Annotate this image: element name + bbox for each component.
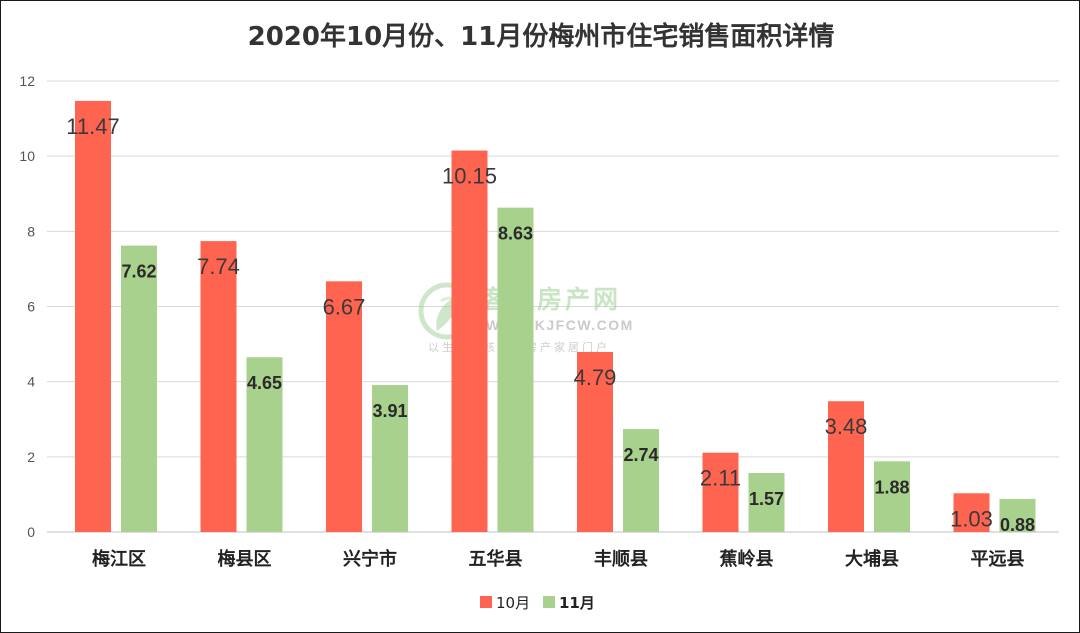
x-tick-label: 大埔县 <box>845 548 899 570</box>
bar-oct-7 <box>953 493 990 532</box>
bar-oct-2 <box>326 281 362 532</box>
x-tick-label: 梅江区 <box>92 548 146 570</box>
data-label-nov: 1.88 <box>874 477 909 497</box>
bar-nov-4 <box>623 429 659 532</box>
data-label-oct: 4.79 <box>574 365 617 390</box>
x-tick-label: 梅县区 <box>218 548 272 570</box>
y-tick-label: 10 <box>19 148 35 164</box>
data-label-nov: 2.74 <box>623 445 658 465</box>
data-label-nov: 8.63 <box>498 224 533 244</box>
data-label-oct: 11.47 <box>66 114 119 139</box>
bar-nov-0 <box>121 245 157 533</box>
bar-oct-1 <box>200 241 237 533</box>
chart-title: 2020年10月份、11月份梅州市住宅销售面积详情 <box>248 21 835 52</box>
y-tick-label: 6 <box>27 299 35 315</box>
y-tick-label: 0 <box>27 524 35 540</box>
data-label-oct: 3.48 <box>825 414 868 439</box>
data-label-nov: 1.57 <box>749 489 784 509</box>
legend-swatch-nov <box>543 596 555 608</box>
x-tick-label: 五华县 <box>469 548 523 570</box>
bar-nov-6 <box>874 461 910 532</box>
legend-swatch-oct <box>480 596 492 608</box>
y-tick-label: 8 <box>27 223 35 239</box>
bar-oct-5 <box>702 452 739 532</box>
x-tick-label: 蕉岭县 <box>720 548 774 570</box>
legend: 10月 11月 <box>480 594 595 612</box>
bars <box>75 100 1036 533</box>
legend-label-nov: 11月 <box>559 594 595 612</box>
data-label-oct: 1.03 <box>950 506 993 531</box>
bar-nov-7 <box>999 498 1036 532</box>
bar-nov-1 <box>246 357 283 532</box>
data-label-oct: 2.11 <box>700 466 741 491</box>
x-tick-label: 平远县 <box>971 549 1025 570</box>
bar-nov-5 <box>748 472 785 532</box>
x-tick-label: 丰顺县 <box>594 548 648 570</box>
bar-oct-0 <box>75 100 111 533</box>
data-labels: 11.47 7.62 7.74 4.65 6.67 3.91 10.15 8.63 4.79 2.… <box>66 114 1035 535</box>
x-tick-label: 兴宁市 <box>343 548 397 570</box>
bar-nov-3 <box>497 207 534 533</box>
data-label-oct: 6.67 <box>323 294 366 319</box>
y-tick-label: 12 <box>19 73 35 89</box>
data-label-oct: 7.74 <box>197 254 240 279</box>
data-label-nov: 7.62 <box>121 262 156 282</box>
bar-oct-3 <box>451 150 488 532</box>
bar-oct-4 <box>577 351 613 532</box>
legend-label-oct: 10月 <box>496 594 530 612</box>
bar-oct-6 <box>828 401 864 532</box>
y-tick-label: 4 <box>27 374 35 390</box>
data-label-nov: 4.65 <box>247 373 282 393</box>
data-label-oct: 10.15 <box>442 164 497 189</box>
y-tick-label: 2 <box>27 449 35 465</box>
bar-nov-2 <box>372 385 408 532</box>
x-axis-ticks: 梅江区 梅县区 兴宁市 五华县 丰顺县 蕉岭县 大埔县 平远县 <box>92 548 1025 570</box>
data-label-nov: 0.88 <box>1000 515 1035 535</box>
y-axis-ticks: 0 2 4 6 8 10 12 <box>19 73 35 540</box>
data-label-nov: 3.91 <box>372 401 407 421</box>
